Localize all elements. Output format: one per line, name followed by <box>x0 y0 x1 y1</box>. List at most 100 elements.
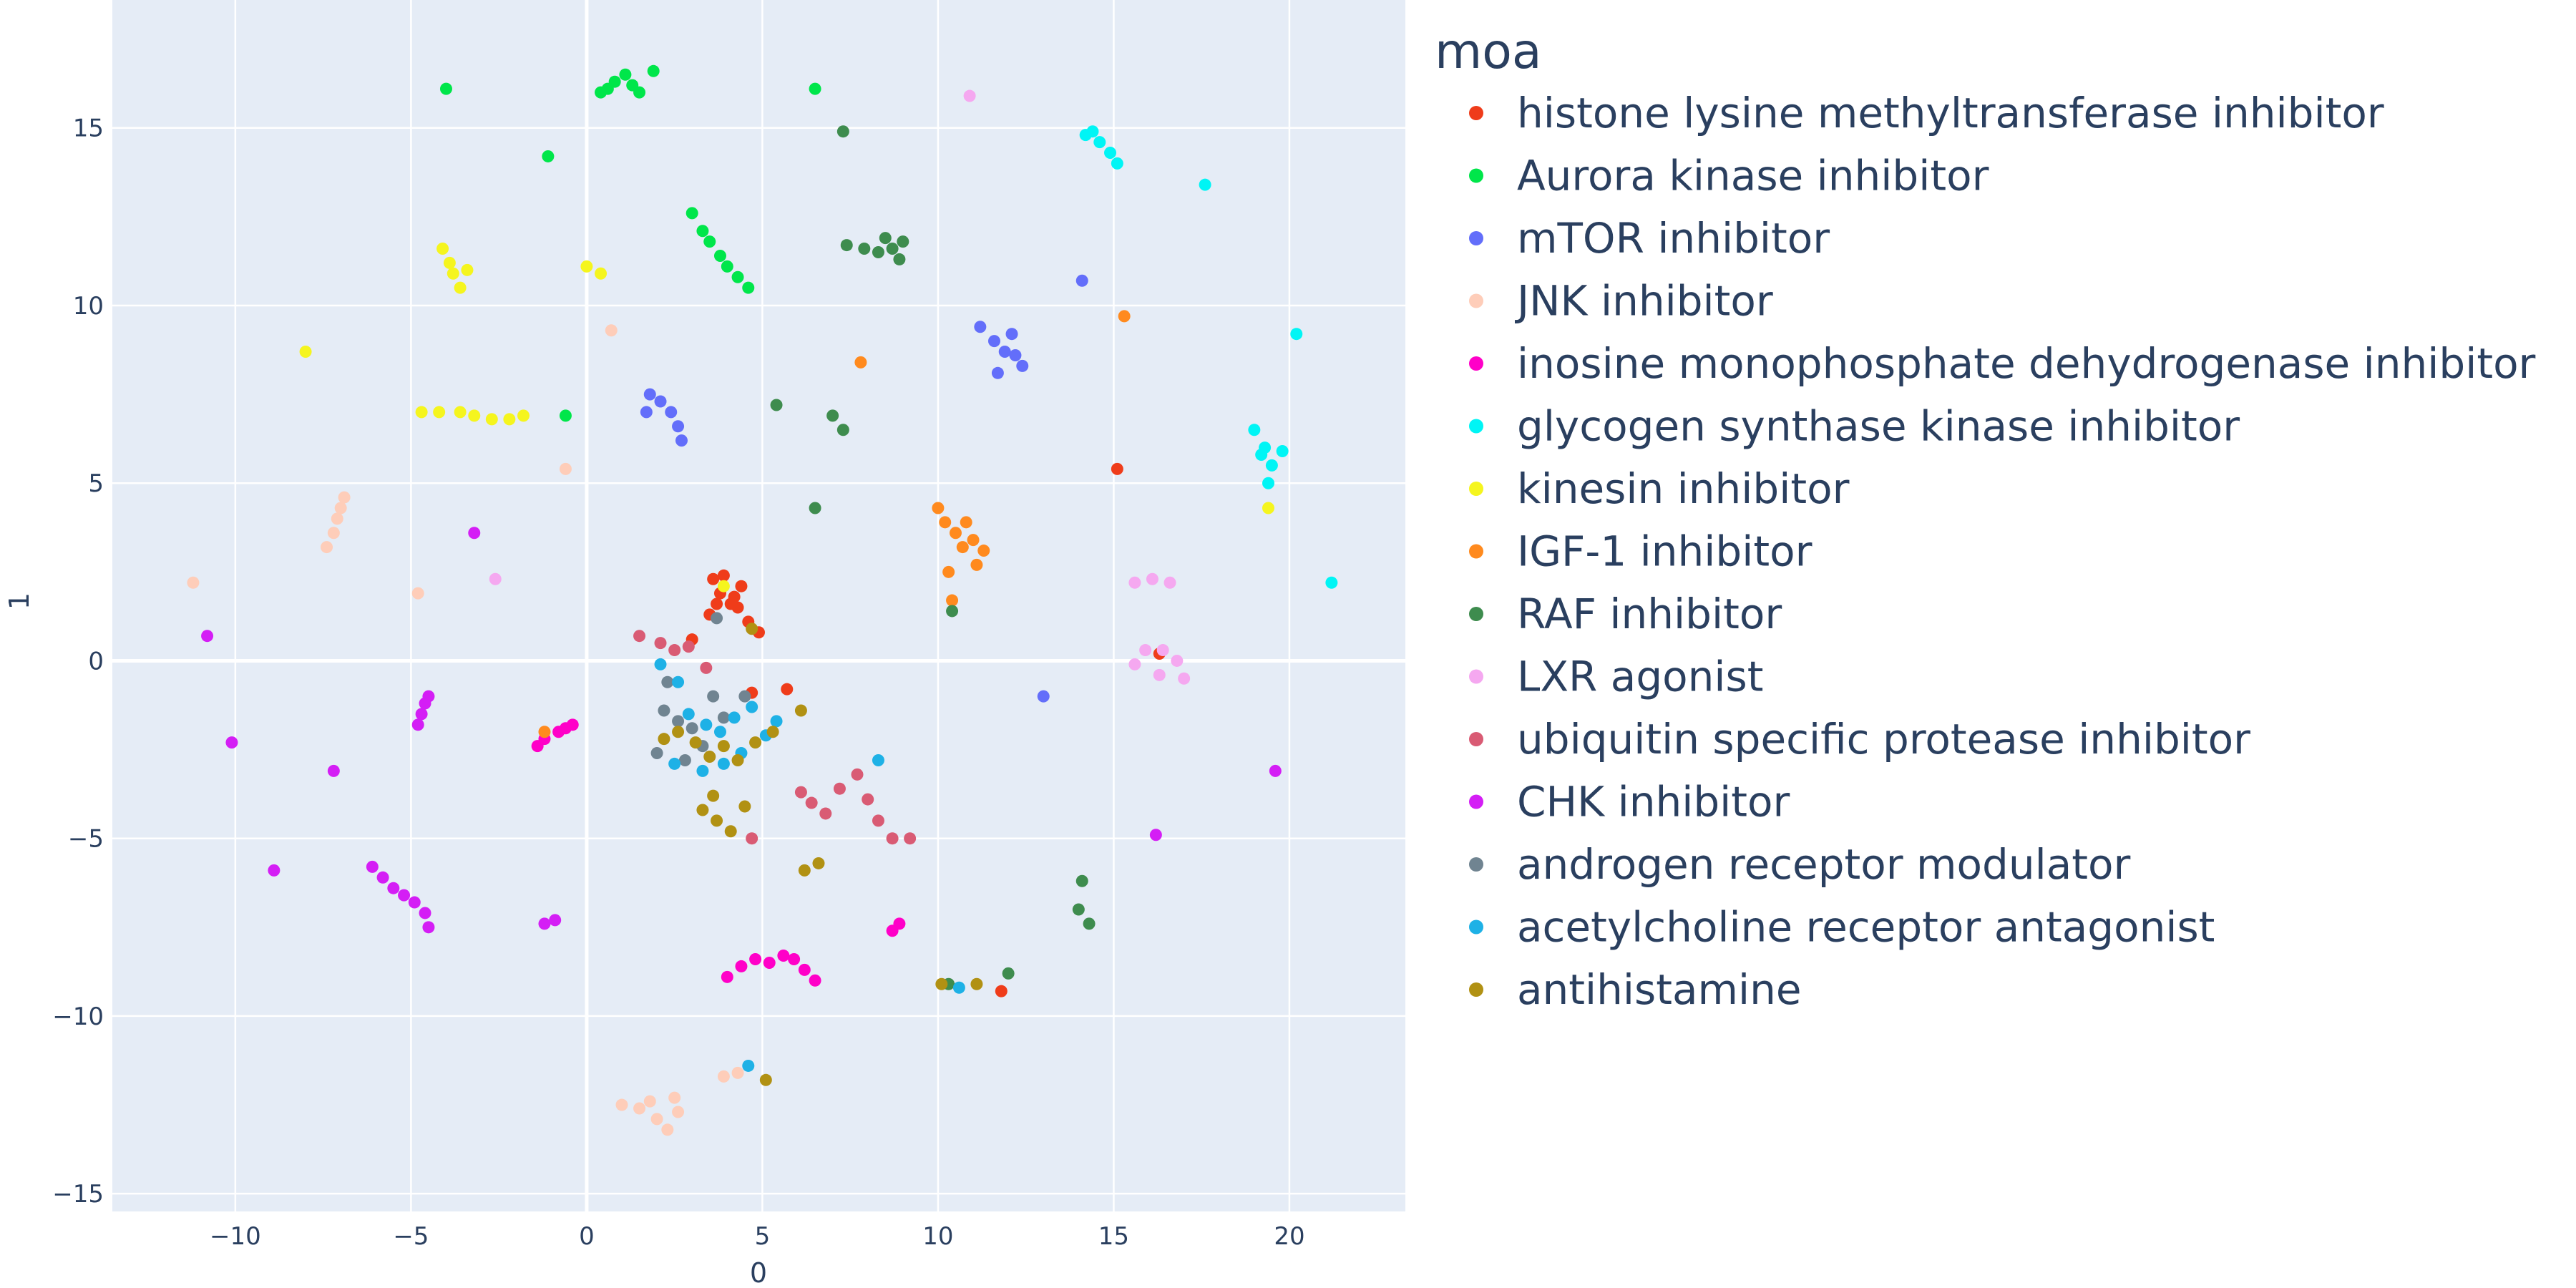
legend-item[interactable]: inosine monophosphate dehydrogenase inhi… <box>1469 339 2536 388</box>
data-point <box>746 832 758 845</box>
data-point <box>711 597 723 610</box>
legend-item[interactable]: RAF inhibitor <box>1469 590 1782 638</box>
data-point <box>717 740 730 753</box>
legend-item[interactable]: Aurora kinase inhibitor <box>1469 152 1989 200</box>
data-point <box>517 409 530 422</box>
legend-marker <box>1469 919 1483 935</box>
data-point <box>1262 477 1274 489</box>
legend-item[interactable]: ubiquitin specific protease inhibitor <box>1469 715 2250 763</box>
legend-item[interactable]: mTOR inhibitor <box>1469 214 1830 263</box>
legend-label: histone lysine methyltransferase inhibit… <box>1517 89 2384 137</box>
data-point <box>942 565 955 578</box>
data-point <box>601 82 614 95</box>
data-point <box>661 675 674 688</box>
x-tick-label: 0 <box>579 1222 595 1251</box>
data-point <box>436 243 449 255</box>
legend: histone lysine methyltransferase inhibit… <box>1469 89 2536 1014</box>
data-point <box>703 751 716 763</box>
legend-item[interactable]: glycogen synthase kinase inhibitor <box>1469 402 2240 451</box>
y-tick-label: 15 <box>73 114 104 143</box>
data-point <box>946 594 959 607</box>
data-point <box>1075 274 1088 287</box>
data-point <box>1259 441 1272 454</box>
legend-item[interactable]: androgen receptor modulator <box>1469 840 2130 889</box>
data-point <box>1083 917 1096 930</box>
data-point <box>717 711 730 724</box>
data-point <box>1016 359 1029 372</box>
data-point <box>731 601 744 614</box>
legend-marker <box>1469 732 1483 746</box>
data-point <box>970 558 983 571</box>
series-points <box>489 89 1191 685</box>
data-point <box>826 409 839 422</box>
legend-label: kinesin inhibitor <box>1517 464 1850 513</box>
y-tick-label: −15 <box>52 1180 104 1209</box>
y-tick-label: 0 <box>88 647 104 675</box>
data-point <box>770 715 783 728</box>
data-point <box>963 89 976 102</box>
data-point <box>580 260 593 273</box>
data-point <box>633 630 646 643</box>
data-point <box>1111 462 1123 475</box>
data-point <box>809 82 821 95</box>
data-point <box>1290 328 1303 341</box>
data-point <box>967 534 980 547</box>
legend-marker <box>1469 669 1483 684</box>
data-point <box>794 704 807 717</box>
data-point <box>433 406 446 419</box>
legend-item[interactable]: CHK inhibitor <box>1469 778 1790 826</box>
data-point <box>1146 572 1158 585</box>
legend-item[interactable]: JNK inhibitor <box>1469 277 1773 326</box>
legend-marker <box>1469 231 1483 245</box>
legend-item[interactable]: histone lysine methyltransferase inhibit… <box>1469 89 2384 137</box>
data-point <box>886 832 899 845</box>
legend-label: RAF inhibitor <box>1517 590 1782 638</box>
data-point <box>696 225 709 238</box>
legend-item[interactable]: IGF-1 inhibitor <box>1469 527 1813 576</box>
data-point <box>717 569 730 582</box>
legend-item[interactable]: kinesin inhibitor <box>1469 464 1850 513</box>
legend-marker <box>1469 857 1483 872</box>
data-point <box>595 267 608 280</box>
data-point <box>952 981 965 994</box>
data-point <box>650 747 663 760</box>
data-point <box>1104 146 1117 159</box>
data-point <box>338 491 351 504</box>
data-point <box>1118 310 1131 323</box>
data-point <box>411 587 424 600</box>
data-point <box>605 324 618 337</box>
legend-marker <box>1469 293 1483 308</box>
legend-marker <box>1469 982 1483 997</box>
data-point <box>443 256 456 269</box>
data-point <box>1171 654 1184 667</box>
data-point <box>1153 668 1166 681</box>
data-point <box>974 321 987 333</box>
data-point <box>454 406 467 419</box>
data-point <box>991 366 1004 379</box>
data-point <box>728 711 741 724</box>
data-point <box>1248 424 1261 436</box>
data-point <box>419 907 431 919</box>
data-point <box>187 576 200 589</box>
data-point <box>672 726 685 738</box>
data-point <box>1149 829 1162 841</box>
data-point <box>777 950 790 962</box>
legend-item[interactable]: antihistamine <box>1469 965 1802 1014</box>
data-point <box>1156 644 1169 657</box>
data-point <box>1072 903 1085 916</box>
data-point <box>689 736 702 749</box>
data-point <box>682 708 695 721</box>
legend-item[interactable]: LXR agonist <box>1469 653 1763 701</box>
data-point <box>1037 690 1050 703</box>
data-point <box>415 406 428 419</box>
data-point <box>619 68 632 81</box>
data-point <box>759 1073 772 1086</box>
data-point <box>672 420 685 433</box>
data-point <box>836 424 849 436</box>
legend-marker <box>1469 168 1483 183</box>
data-point <box>872 814 884 827</box>
data-point <box>788 952 801 965</box>
data-point <box>809 502 821 514</box>
data-point <box>949 527 962 540</box>
legend-item[interactable]: acetylcholine receptor antagonist <box>1469 903 2215 952</box>
